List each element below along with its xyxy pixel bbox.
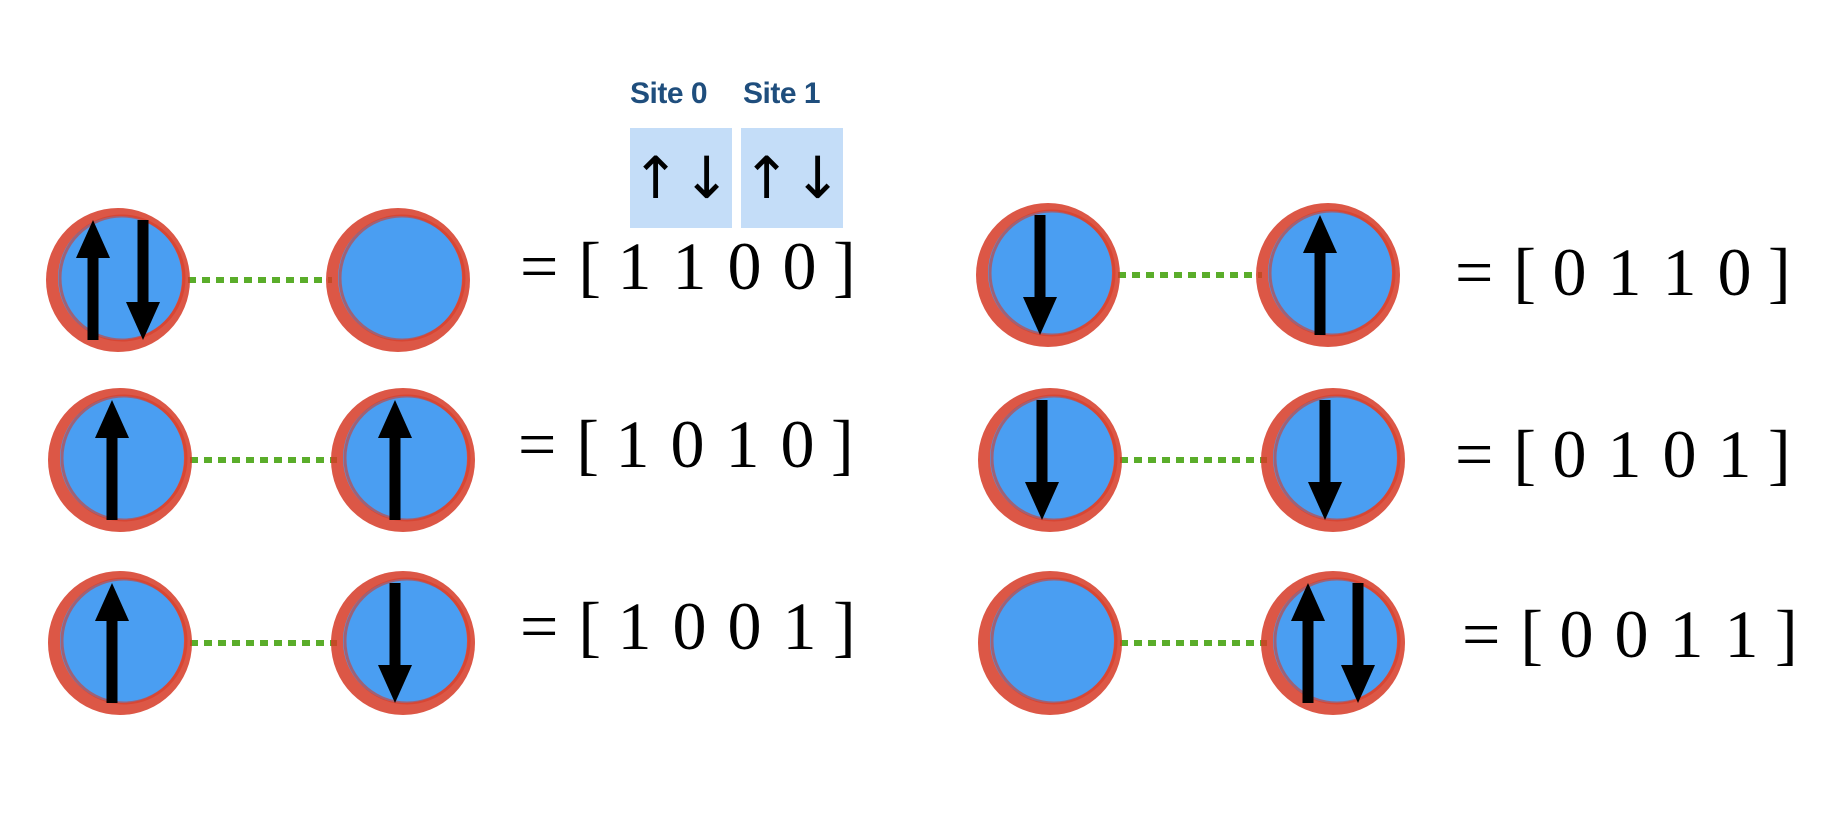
- vector-c0011: =[0 0 1 1]: [1462, 600, 1798, 668]
- occupation-digit: 0: [1717, 234, 1752, 310]
- occupation-digit: 0: [1614, 596, 1649, 672]
- equals-sign: =: [520, 228, 559, 304]
- site-0-c1001-up-arrow: [95, 583, 129, 703]
- vector-c1100: =[1 1 0 0]: [520, 232, 856, 300]
- configuration-c1010: [48, 388, 475, 532]
- close-bracket: ]: [833, 228, 856, 304]
- site-1-c0011-up-arrow: [1291, 583, 1325, 703]
- equals-sign: =: [1455, 416, 1494, 492]
- site-1-down-label: ↓: [793, 144, 842, 212]
- open-bracket: [: [1520, 596, 1544, 672]
- vector-c0110: =[0 1 1 0]: [1455, 238, 1791, 306]
- occupation-digit: 1: [782, 588, 817, 664]
- occupation-digit: 0: [1552, 234, 1587, 310]
- site-1-c1010-up-arrow: [378, 400, 412, 520]
- open-bracket: [: [1513, 234, 1537, 310]
- site-0-circle-c1001: [60, 579, 184, 703]
- site-1-c0101-down-arrow: [1308, 400, 1342, 520]
- site-0-c1010-up-arrow: [95, 400, 129, 520]
- occupation-digit: 0: [727, 228, 762, 304]
- occupation-digit: 1: [1717, 416, 1752, 492]
- open-bracket: [: [576, 406, 600, 482]
- site-0-circle-c0011: [990, 579, 1114, 703]
- occupation-digit: 0: [727, 588, 762, 664]
- equals-sign: =: [518, 406, 557, 482]
- site-0-c0101-down-arrow: [1025, 400, 1059, 520]
- site-1-c1001-down-arrow: [378, 583, 412, 703]
- open-bracket: [: [578, 228, 602, 304]
- site-1-circle-c1100: [338, 216, 462, 340]
- vector-c1010: =[1 0 1 0]: [518, 410, 854, 478]
- site-0-c1100-down-arrow: [126, 220, 160, 340]
- occupation-digit: 0: [1552, 416, 1587, 492]
- site-1-circle-c1001: [343, 579, 467, 703]
- occupation-digit: 1: [1607, 234, 1642, 310]
- occupation-digit: 0: [1559, 596, 1594, 672]
- occupation-digit: 1: [1669, 596, 1704, 672]
- occupation-digit: 1: [1662, 234, 1697, 310]
- configuration-c1001: [48, 571, 475, 715]
- open-bracket: [: [578, 588, 602, 664]
- occupation-digit: 0: [670, 406, 705, 482]
- site-1-circle-c1010: [343, 396, 467, 520]
- site-0-header: Site 0: [630, 77, 708, 110]
- site-0-circle-c0101: [990, 396, 1114, 520]
- equals-sign: =: [1462, 596, 1501, 672]
- occupation-digit: 0: [1662, 416, 1697, 492]
- site-1-circle-c0101: [1273, 396, 1397, 520]
- site-0-circle-c0110: [988, 211, 1112, 335]
- site-1-spin-box: ↑ ↓: [741, 128, 843, 228]
- site-1-c0110-up-arrow: [1303, 215, 1337, 335]
- site-0-spin-box: ↑ ↓: [630, 128, 732, 228]
- site-0-circle-c1010: [60, 396, 184, 520]
- occupation-digit: 1: [615, 406, 650, 482]
- occupation-digit: 1: [1607, 416, 1642, 492]
- occupation-digit: 1: [617, 588, 652, 664]
- vector-c1001: =[1 0 0 1]: [520, 592, 856, 660]
- occupation-digit: 0: [782, 228, 817, 304]
- site-0-up-label: ↑: [631, 144, 680, 212]
- configuration-c1100: [46, 208, 470, 352]
- occupation-digit: 1: [1724, 596, 1759, 672]
- close-bracket: ]: [1768, 416, 1791, 492]
- occupation-digit: 1: [672, 228, 707, 304]
- site-0-c1100-up-arrow: [76, 220, 110, 340]
- close-bracket: ]: [833, 588, 856, 664]
- equals-sign: =: [520, 588, 559, 664]
- configuration-c0101: [978, 388, 1405, 532]
- site-1-c0011-down-arrow: [1341, 583, 1375, 703]
- configuration-c0110: [976, 203, 1400, 347]
- occupation-digit: 0: [672, 588, 707, 664]
- close-bracket: ]: [1768, 234, 1791, 310]
- occupation-digit: 1: [725, 406, 760, 482]
- close-bracket: ]: [1775, 596, 1798, 672]
- configuration-c0011: [978, 571, 1405, 715]
- close-bracket: ]: [831, 406, 854, 482]
- site-1-circle-c0110: [1268, 211, 1392, 335]
- occupation-digit: 0: [780, 406, 815, 482]
- site-1-header: Site 1: [743, 77, 821, 110]
- vector-c0101: =[0 1 0 1]: [1455, 420, 1791, 488]
- equals-sign: =: [1455, 234, 1494, 310]
- occupation-digit: 1: [617, 228, 652, 304]
- site-1-up-label: ↑: [742, 144, 791, 212]
- site-0-c0110-down-arrow: [1023, 215, 1057, 335]
- site-0-down-label: ↓: [682, 144, 731, 212]
- open-bracket: [: [1513, 416, 1537, 492]
